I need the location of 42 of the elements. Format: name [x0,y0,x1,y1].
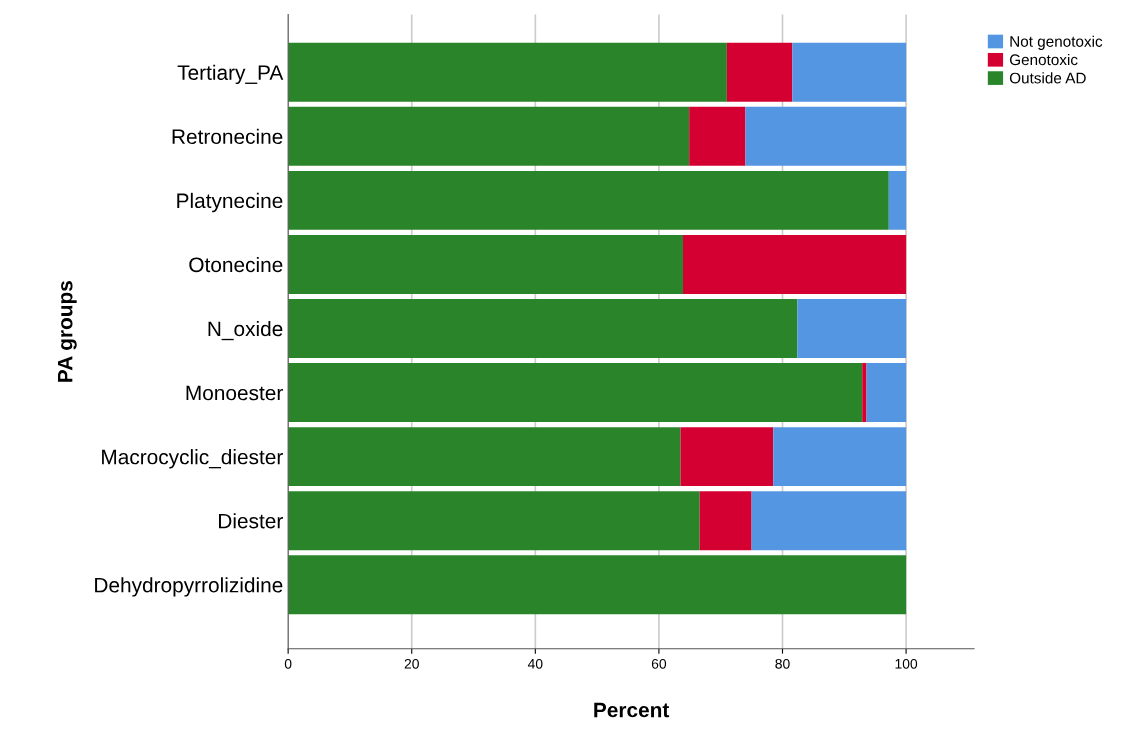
bar [888,170,907,230]
x-tick-label: 40 [527,658,543,669]
x-axis-title: Percent [594,702,670,718]
bar [683,234,907,294]
legend-label: Genotoxic [1009,53,1078,66]
y-tick-label: Dehydropyrrolizidine [95,577,283,597]
bar [288,491,700,551]
bar [862,363,867,423]
bar [288,555,907,615]
bar [792,42,907,102]
x-tick-label: 80 [775,658,790,669]
bar [689,106,746,166]
y-tick-label: Platynecine [177,192,283,213]
bar [288,106,690,166]
bar [699,491,752,551]
y-tick-label: Otonecine [189,256,283,273]
bar [680,427,774,487]
y-axis-title: PA groups [57,281,77,382]
bar [726,42,793,102]
bar [288,234,684,294]
legend-label: Not genotoxic [1010,35,1103,50]
bar [773,427,907,487]
y-tick-label: Macrocyclic_diester [102,449,283,469]
y-tick-label: Tertiary_PA [177,64,284,85]
x-tick-label: 0 [284,658,292,669]
x-tick-label: 60 [651,658,667,669]
bar [797,299,907,358]
bar [288,427,681,487]
bar [288,170,889,230]
bar [288,42,727,102]
y-tick-label: N_oxide [208,320,283,341]
bar [288,299,798,358]
y-tick-label: Monoester [186,385,283,401]
x-tick-label: 100 [895,658,918,669]
bar [866,363,907,423]
y-tick-label: Diester [219,513,283,529]
x-tick-label: 20 [404,658,419,669]
bar [288,363,863,423]
bar [745,106,907,166]
bar [751,491,907,551]
y-tick-label: Retronecine [172,128,283,145]
legend-label: Outside AD [1009,72,1086,84]
